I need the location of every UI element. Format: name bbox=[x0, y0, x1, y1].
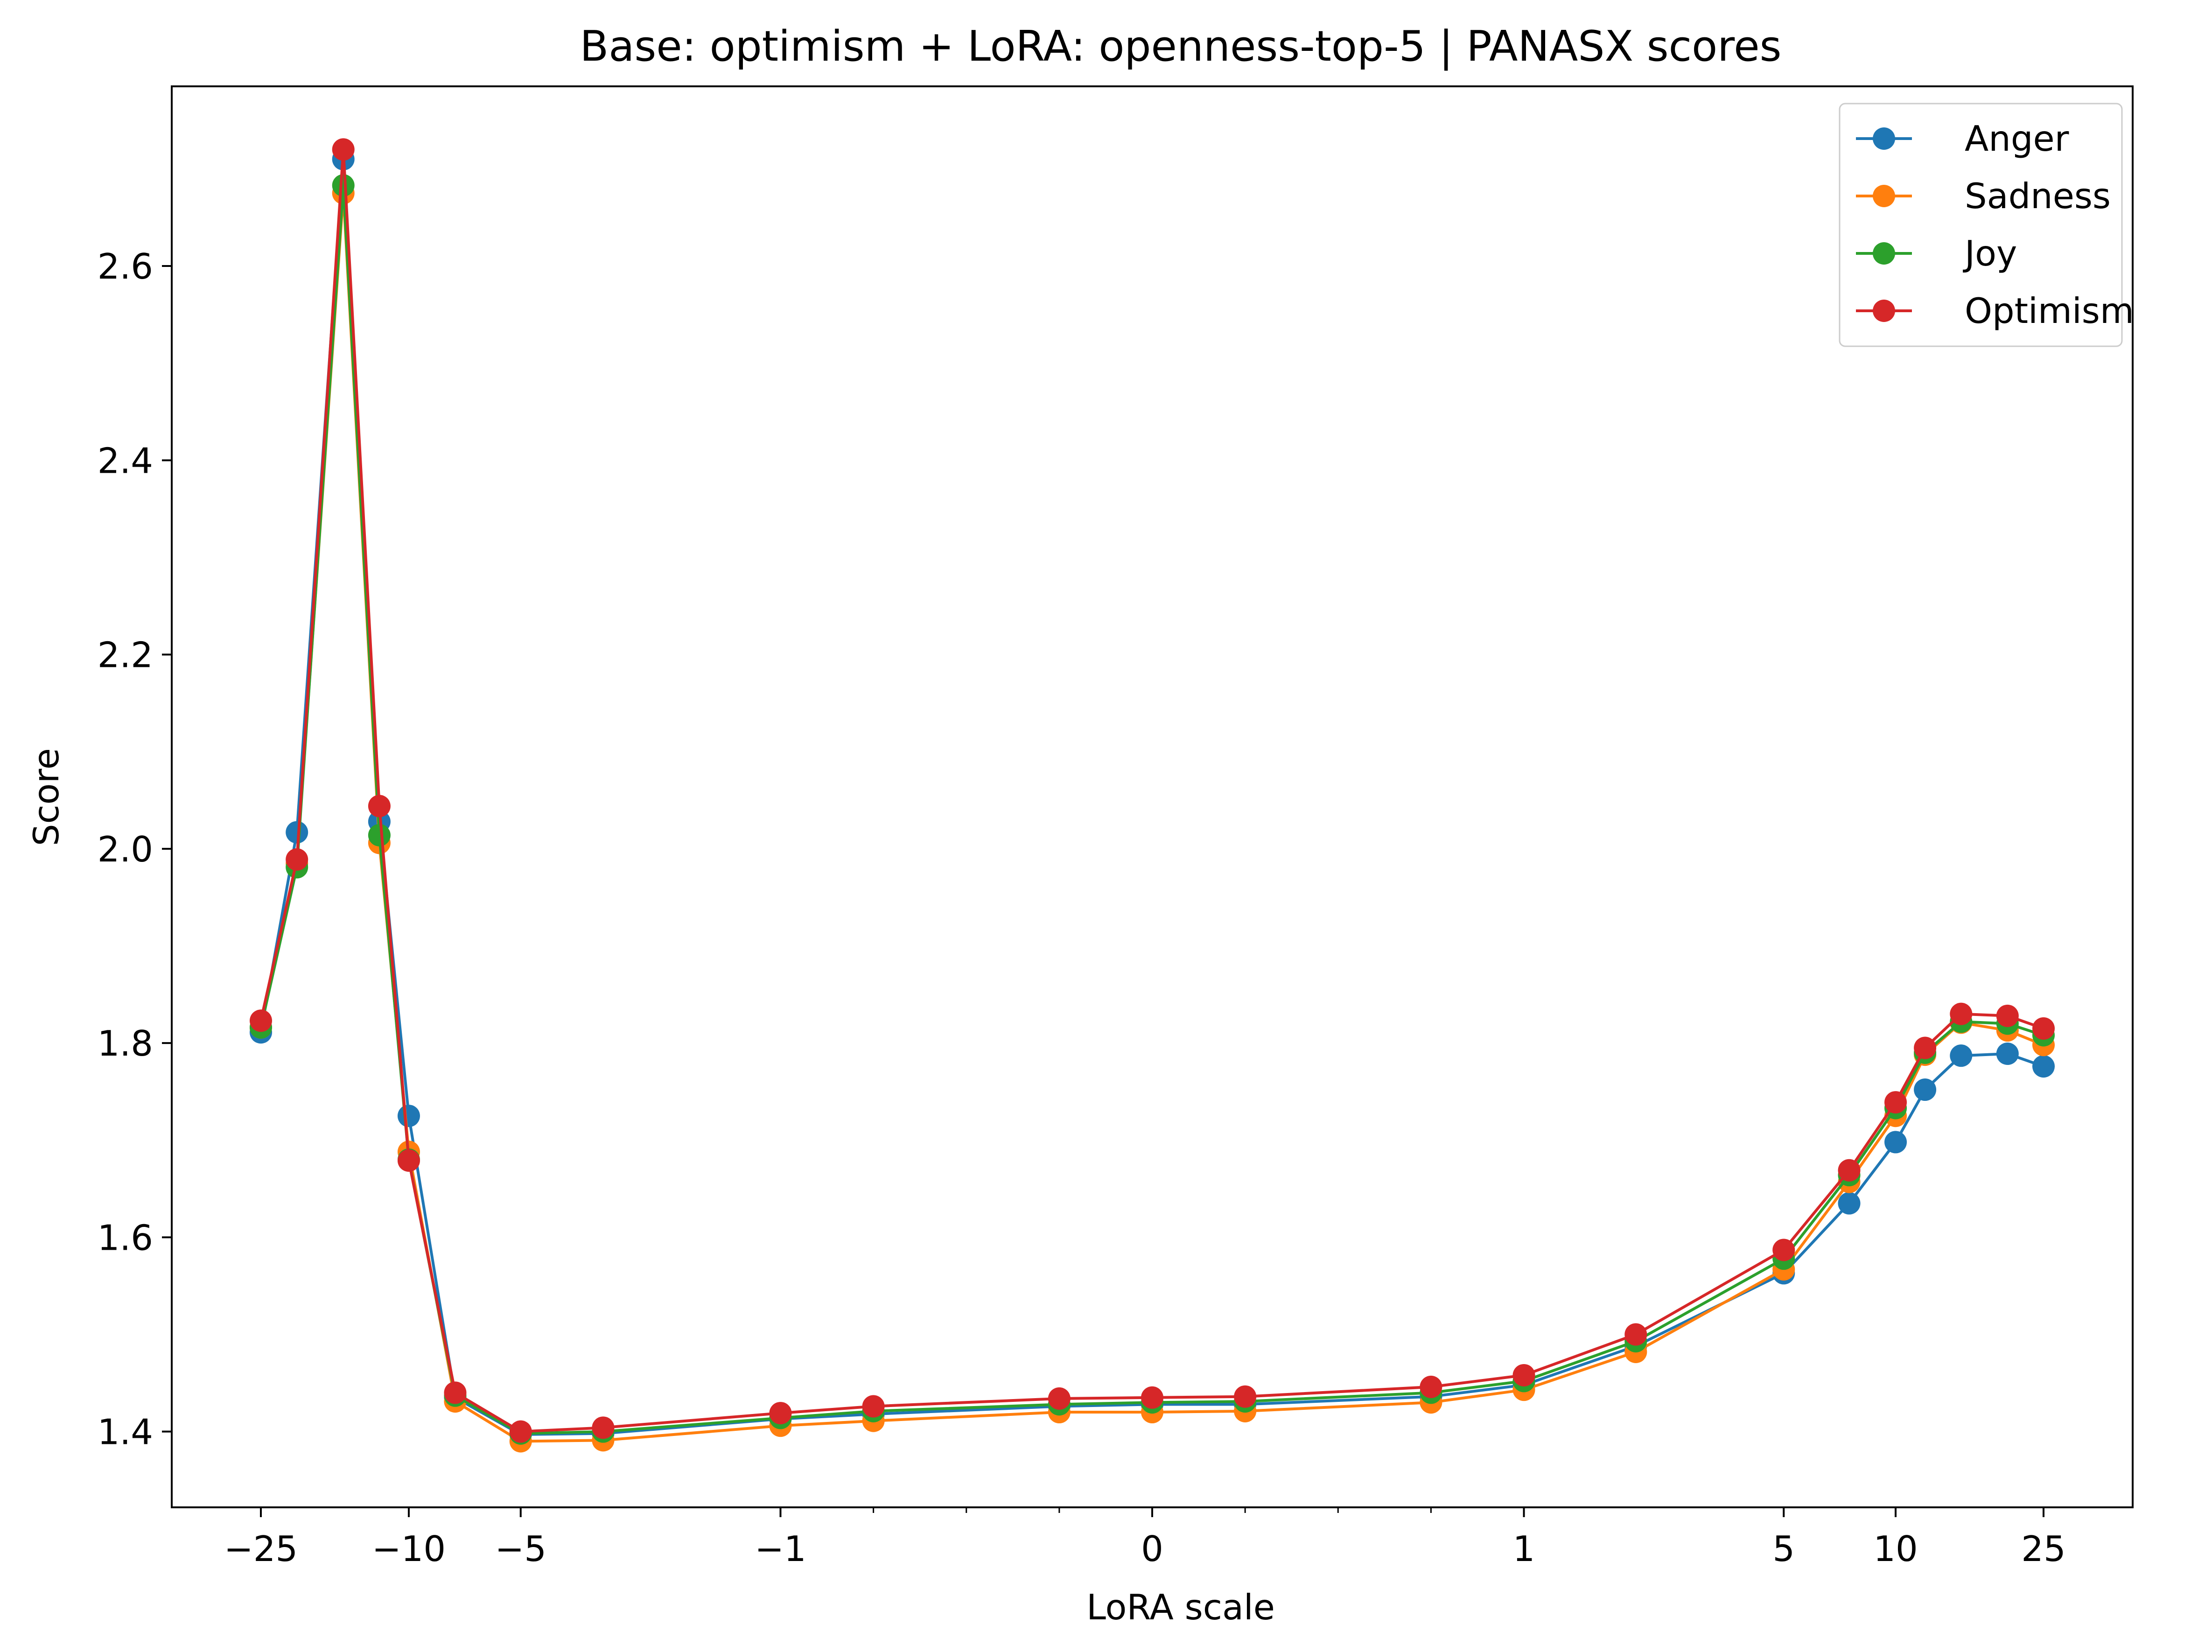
x-tick-label: −1 bbox=[755, 1528, 806, 1569]
y-tick-label: 1.8 bbox=[98, 1023, 153, 1064]
y-axis-label: Score bbox=[26, 748, 67, 846]
data-point bbox=[1996, 1004, 2019, 1027]
data-point bbox=[2032, 1017, 2055, 1040]
legend-marker bbox=[1873, 127, 1895, 150]
legend-entry: Anger bbox=[1856, 118, 2069, 159]
x-axis-label: LoRA scale bbox=[1086, 1587, 1275, 1628]
axis-ticks: −25 −10 −5 −1 0 1 5 10 251.41.61.82.02.22.42.6 bbox=[98, 246, 2066, 1569]
y-tick-label: 2.2 bbox=[98, 635, 153, 676]
data-point bbox=[397, 1149, 420, 1172]
data-point bbox=[862, 1395, 885, 1418]
x-tick-label: 1 bbox=[1513, 1528, 1535, 1569]
x-tick-label: 25 bbox=[2021, 1528, 2065, 1569]
data-point bbox=[444, 1381, 467, 1404]
data-point bbox=[1838, 1159, 1861, 1182]
data-point bbox=[1884, 1091, 1907, 1114]
data-point bbox=[250, 1009, 272, 1032]
data-point bbox=[368, 824, 391, 847]
data-point bbox=[1048, 1387, 1071, 1410]
legend-entry: Sadness bbox=[1856, 175, 2111, 217]
data-point bbox=[1996, 1043, 2019, 1065]
data-point bbox=[592, 1416, 615, 1439]
data-point bbox=[368, 795, 391, 818]
x-tick-label: 0 bbox=[1141, 1528, 1163, 1569]
series-optimism bbox=[250, 138, 2055, 1443]
legend-marker bbox=[1873, 185, 1895, 207]
x-tick-label: 10 bbox=[1873, 1528, 1918, 1569]
data-point bbox=[286, 821, 308, 844]
data-point bbox=[1950, 1002, 1973, 1025]
x-tick-label: −10 bbox=[372, 1528, 446, 1569]
data-point bbox=[1884, 1131, 1907, 1154]
data-point bbox=[286, 848, 308, 871]
legend-marker bbox=[1873, 242, 1895, 265]
y-tick-label: 2.6 bbox=[98, 246, 153, 287]
data-point bbox=[2032, 1055, 2055, 1078]
x-tick-label: 5 bbox=[1772, 1528, 1795, 1569]
data-point bbox=[1420, 1375, 1442, 1398]
data-point bbox=[1950, 1044, 1973, 1067]
data-point bbox=[332, 174, 355, 197]
legend-label: Optimism bbox=[1965, 290, 2134, 331]
data-point bbox=[1914, 1036, 1937, 1059]
x-tick-label: −25 bbox=[224, 1528, 298, 1569]
data-point bbox=[397, 1105, 420, 1127]
legend-box bbox=[1839, 103, 2123, 347]
y-tick-label: 1.6 bbox=[98, 1217, 153, 1258]
legend-entry: Joy bbox=[1856, 233, 2017, 274]
data-point bbox=[1914, 1078, 1937, 1101]
plot-frame bbox=[171, 85, 2134, 1508]
y-tick-label: 2.0 bbox=[98, 829, 153, 870]
legend-entry: Optimism bbox=[1856, 290, 2134, 331]
data-point bbox=[1234, 1385, 1257, 1408]
data-point bbox=[769, 1402, 792, 1425]
legend-marker bbox=[1873, 300, 1895, 322]
legend-label: Sadness bbox=[1965, 175, 2111, 217]
series-layer bbox=[250, 138, 2055, 1453]
data-point bbox=[1624, 1323, 1647, 1346]
data-point bbox=[332, 138, 355, 161]
data-point bbox=[1838, 1192, 1861, 1215]
legend: Anger Sadness Joy Optimism bbox=[1839, 103, 2134, 347]
data-point bbox=[509, 1420, 532, 1443]
chart-title: Base: optimism + LoRA: openness-top-5 | … bbox=[580, 22, 1782, 71]
y-tick-label: 2.4 bbox=[98, 440, 153, 481]
data-point bbox=[1772, 1239, 1795, 1261]
data-point bbox=[1141, 1386, 1163, 1409]
data-point bbox=[1512, 1364, 1535, 1386]
legend-label: Anger bbox=[1965, 118, 2069, 159]
y-tick-label: 1.4 bbox=[98, 1412, 153, 1453]
legend-label: Joy bbox=[1963, 233, 2017, 274]
x-tick-label: −5 bbox=[495, 1528, 546, 1569]
